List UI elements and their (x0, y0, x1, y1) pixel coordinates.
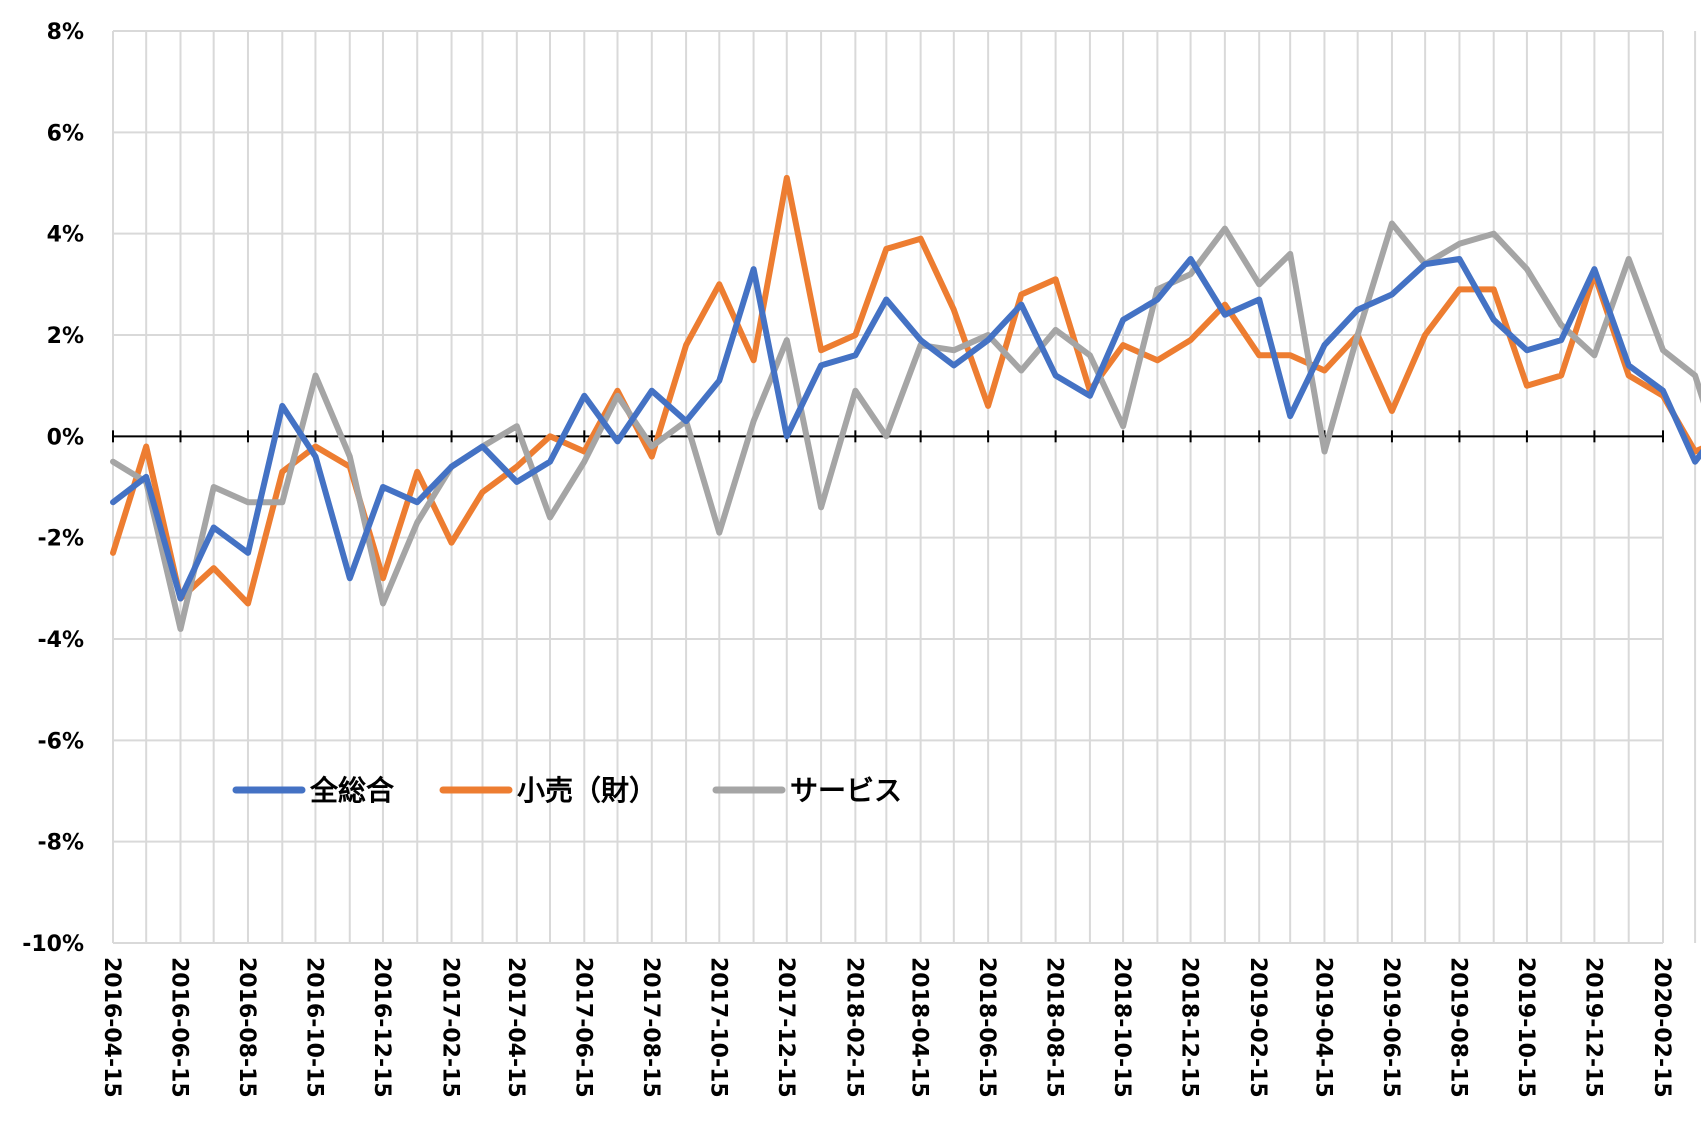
x-tick-label: 2017-02-15 (438, 957, 463, 1098)
x-tick-label: 2016-06-15 (167, 957, 192, 1098)
y-tick-label: -10% (22, 932, 84, 957)
legend-label-0: 全総合 (309, 774, 395, 807)
x-tick-label: 2019-02-15 (1245, 957, 1270, 1098)
y-tick-label: 0% (47, 425, 84, 450)
x-tick-label: 2016-10-15 (302, 957, 327, 1098)
x-tick-label: 2016-04-15 (99, 957, 124, 1098)
x-tick-label: 2017-08-15 (638, 957, 663, 1098)
x-tick-label: 2016-08-15 (234, 957, 259, 1098)
y-axis-labels: 8% 6% 4% 2% 0% -2% -4% -6% -8% -10% (22, 20, 84, 957)
x-tick-label: 2018-12-15 (1177, 957, 1202, 1098)
x-tick-label: 2020-02-15 (1649, 957, 1674, 1098)
x-tick-label: 2019-08-15 (1445, 957, 1470, 1098)
x-tick-label: 2018-04-15 (907, 957, 932, 1098)
x-tick-label: 2019-10-15 (1513, 957, 1538, 1098)
x-tick-label: 2017-10-15 (705, 957, 730, 1098)
x-tick-label: 2016-12-15 (369, 957, 394, 1098)
legend-label-2: サービス (790, 774, 902, 807)
y-tick-label: -2% (38, 527, 84, 552)
x-tick-label: 2018-10-15 (1109, 957, 1134, 1098)
y-tick-label: -6% (38, 729, 84, 754)
x-tick-label: 2019-06-15 (1378, 957, 1403, 1098)
x-tick-label: 2017-06-15 (570, 957, 595, 1098)
x-tick-label: 2019-12-15 (1580, 957, 1605, 1098)
y-tick-label: -4% (38, 628, 84, 653)
x-axis-labels: 2016-04-15 2016-06-15 2016-08-15 2016-10-15… (99, 957, 1674, 1098)
y-tick-label: 4% (47, 223, 84, 248)
zero-axis (112, 430, 1664, 443)
x-tick-label: 2018-08-15 (1042, 957, 1067, 1098)
x-tick-label: 2017-04-15 (503, 957, 528, 1098)
y-tick-label: 6% (47, 121, 84, 146)
y-tick-label: -8% (38, 831, 84, 856)
legend: 全総合 小売（財） サービス (232, 774, 902, 807)
y-tick-label: 2% (47, 324, 84, 349)
x-tick-label: 2019-04-15 (1311, 957, 1336, 1098)
series-lines (110, 174, 1701, 632)
series-line-0 (110, 256, 1701, 602)
y-tick-label: 8% (47, 20, 84, 45)
x-tick-label: 2018-02-15 (841, 957, 866, 1098)
series-line-2 (110, 220, 1701, 632)
x-tick-label: 2017-12-15 (773, 957, 798, 1098)
x-tick-label: 2018-06-15 (974, 957, 999, 1098)
legend-label-1: 小売（財） (517, 774, 657, 807)
series-line-1 (110, 174, 1701, 607)
